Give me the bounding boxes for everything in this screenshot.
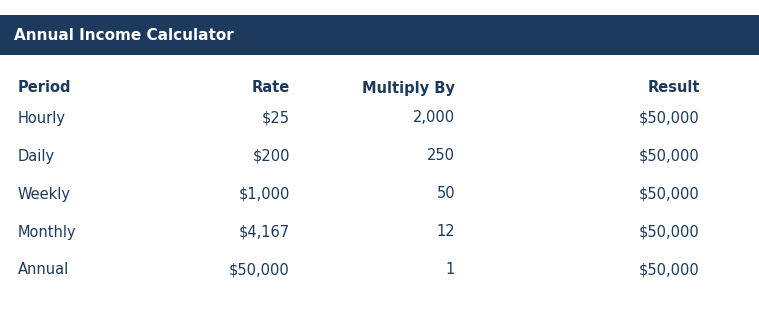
Text: $50,000: $50,000 bbox=[639, 111, 700, 126]
Text: Weekly: Weekly bbox=[18, 187, 71, 201]
Text: Period: Period bbox=[18, 80, 71, 95]
Text: 2,000: 2,000 bbox=[413, 111, 455, 126]
Text: 250: 250 bbox=[427, 149, 455, 163]
Text: Rate: Rate bbox=[252, 80, 290, 95]
Text: $50,000: $50,000 bbox=[639, 187, 700, 201]
Text: Annual: Annual bbox=[18, 262, 69, 277]
Text: 1: 1 bbox=[446, 262, 455, 277]
Text: $200: $200 bbox=[253, 149, 290, 163]
Bar bbox=[0, 15, 759, 55]
Text: $50,000: $50,000 bbox=[639, 262, 700, 277]
Text: $50,000: $50,000 bbox=[229, 262, 290, 277]
Text: Monthly: Monthly bbox=[18, 224, 77, 239]
Text: 12: 12 bbox=[436, 224, 455, 239]
Text: Multiply By: Multiply By bbox=[362, 80, 455, 95]
Text: $25: $25 bbox=[262, 111, 290, 126]
Text: $1,000: $1,000 bbox=[238, 187, 290, 201]
Text: $4,167: $4,167 bbox=[239, 224, 290, 239]
Text: Daily: Daily bbox=[18, 149, 55, 163]
Text: Hourly: Hourly bbox=[18, 111, 66, 126]
Text: $50,000: $50,000 bbox=[639, 224, 700, 239]
Text: $50,000: $50,000 bbox=[639, 149, 700, 163]
Text: 50: 50 bbox=[436, 187, 455, 201]
Text: Result: Result bbox=[647, 80, 700, 95]
Text: Annual Income Calculator: Annual Income Calculator bbox=[14, 28, 234, 43]
